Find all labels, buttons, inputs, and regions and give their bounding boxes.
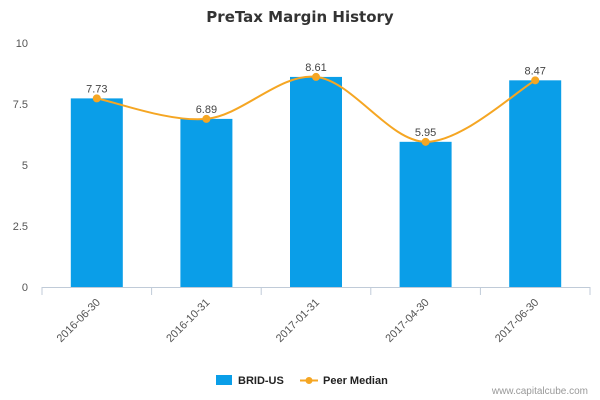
bar-2017-04-30[interactable] (399, 141, 452, 287)
chart-title: PreTax Margin History (206, 8, 394, 26)
bar-2016-06-30[interactable] (70, 98, 123, 287)
y-tick-label: 10 (16, 38, 28, 50)
y-tick-label: 5 (22, 160, 28, 172)
x-tick-label: 2017-01-31 (274, 297, 322, 345)
legend-marker-peer-median (305, 377, 313, 384)
bar-2016-10-31[interactable] (180, 118, 233, 287)
peer-median-point-2017-04-30[interactable] (421, 137, 430, 146)
y-tick-label: 0 (22, 282, 28, 294)
data-label: 8.61 (305, 62, 326, 74)
bar-2017-06-30[interactable] (509, 80, 562, 287)
peer-median-series (92, 72, 540, 146)
x-tick-label: 2017-06-30 (493, 297, 541, 345)
bar-2017-01-31[interactable] (290, 76, 342, 287)
peer-median-point-2017-06-30[interactable] (531, 76, 540, 85)
legend[interactable]: BRID-US Peer Median (216, 375, 388, 387)
x-tick-label: 2016-10-31 (164, 297, 212, 345)
y-tick-label: 2.5 (13, 221, 28, 233)
y-axis-ticks: 0 2.5 5 7.5 10 (13, 38, 28, 294)
peer-median-point-2016-06-30[interactable] (92, 94, 101, 103)
x-tick-label: 2016-06-30 (55, 297, 103, 345)
legend-swatch-brid-us (216, 375, 232, 385)
peer-median-point-2016-10-31[interactable] (202, 114, 211, 123)
data-label: 6.89 (196, 104, 217, 116)
bars (70, 76, 562, 287)
y-tick-label: 7.5 (13, 99, 28, 111)
peer-median-point-2017-01-31[interactable] (312, 72, 320, 81)
legend-label-peer-median: Peer Median (323, 375, 388, 387)
data-labels: 7.73 6.89 8.61 5.95 8.47 (86, 62, 546, 139)
data-label: 7.73 (86, 83, 107, 95)
data-label: 8.47 (524, 65, 545, 77)
x-axis-ticks: 2016-06-30 2016-10-31 2017-01-31 2017-04-30… (41, 287, 591, 345)
legend-label-brid-us: BRID-US (238, 375, 284, 387)
data-label: 5.95 (415, 127, 436, 139)
credit-text: www.capitalcube.com (491, 386, 588, 397)
x-tick-label: 2017-04-30 (383, 297, 431, 345)
